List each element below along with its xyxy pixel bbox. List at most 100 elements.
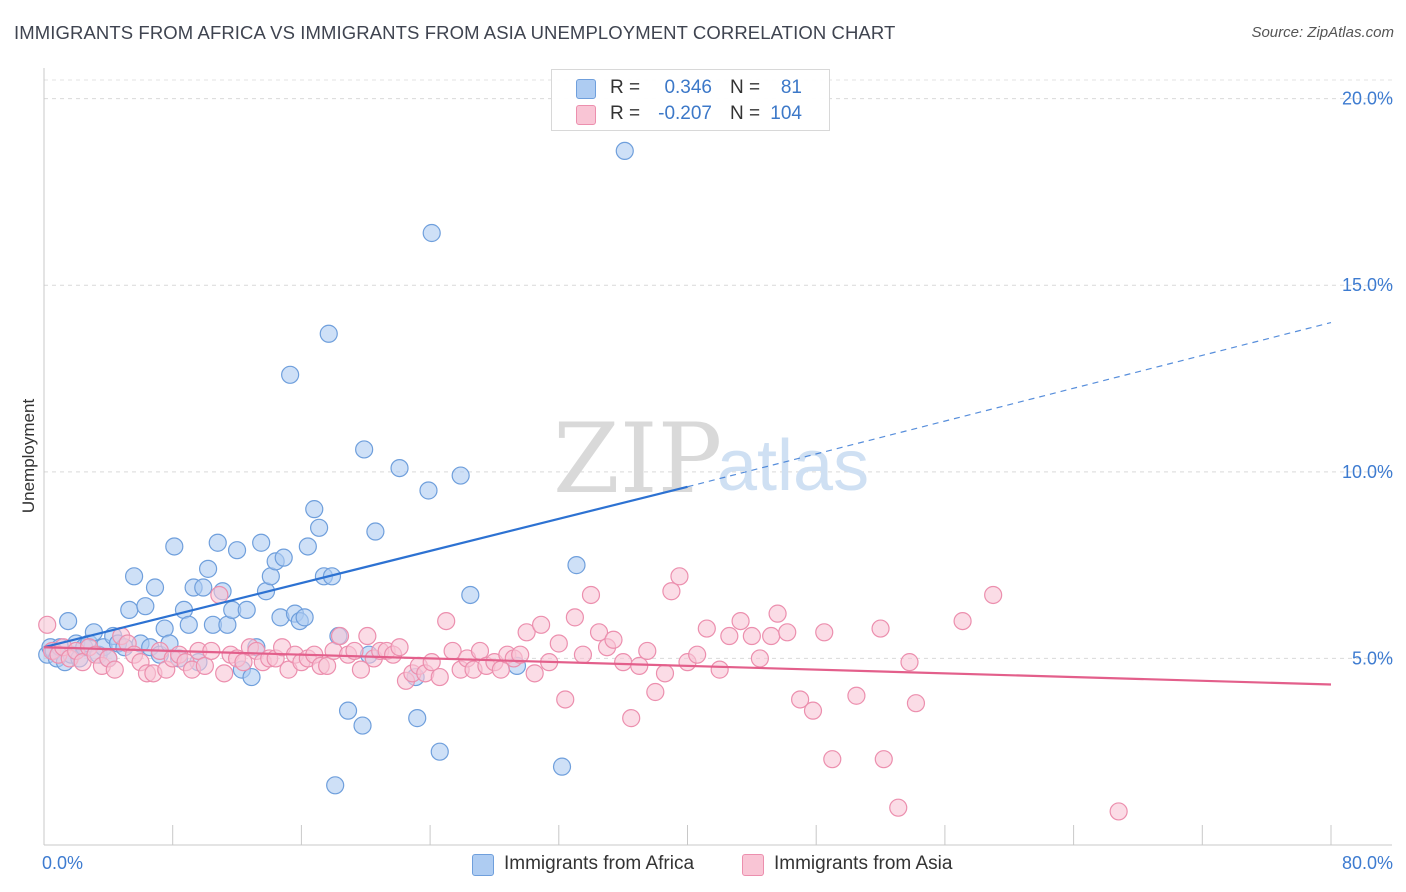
- africa-point: [390, 458, 409, 478]
- asia-point: [422, 653, 441, 672]
- africa-point: [408, 709, 427, 728]
- asia-point: [511, 645, 530, 664]
- asia-point: [565, 608, 584, 627]
- asia-point: [953, 611, 972, 631]
- asia-point: [556, 690, 575, 709]
- africa-point: [179, 615, 198, 634]
- axes: [43, 68, 1392, 846]
- asia-point: [532, 615, 551, 634]
- africa-point: [430, 742, 449, 761]
- asia-point: [549, 634, 568, 653]
- africa-point: [451, 466, 470, 485]
- africa-trend-line: [43, 485, 688, 649]
- asia-point: [871, 619, 890, 638]
- africa-point: [198, 559, 218, 578]
- asia-point: [900, 653, 919, 672]
- asia-point: [847, 686, 866, 705]
- y-tick-label: 10.0%: [1342, 462, 1393, 482]
- africa-point: [298, 537, 317, 556]
- asia-point: [573, 645, 593, 664]
- asia-point: [638, 641, 657, 661]
- africa-point: [208, 533, 227, 552]
- series-africa-points: [38, 141, 634, 795]
- legend-n-value: 104: [770, 103, 802, 124]
- asia-point: [390, 638, 409, 657]
- africa-point: [552, 757, 572, 776]
- africa-point: [419, 481, 438, 500]
- africa-point: [59, 611, 78, 631]
- africa-point: [242, 667, 261, 687]
- legend-swatch-africa: [576, 79, 596, 99]
- asia-point: [604, 630, 623, 649]
- asia-point: [215, 664, 234, 683]
- asia-point: [742, 626, 761, 646]
- series-asia-points: [38, 567, 1128, 821]
- africa-point: [567, 556, 586, 575]
- asia-point: [581, 585, 601, 605]
- legend-label-asia: Immigrants from Asia: [774, 853, 953, 874]
- asia-point: [889, 798, 908, 817]
- asia-point: [351, 660, 371, 679]
- legend-row-africa: R = 0.346 N = 81: [552, 76, 829, 102]
- asia-point: [614, 653, 633, 672]
- series-legend: Immigrants from Africa Immigrants from A…: [0, 852, 1406, 878]
- legend-n-label: N =: [730, 77, 761, 98]
- legend-swatch-asia: [576, 105, 596, 125]
- africa-point: [422, 223, 441, 243]
- africa-point: [274, 548, 293, 567]
- asia-point: [720, 626, 739, 646]
- legend-label-africa: Immigrants from Africa: [504, 853, 695, 874]
- legend-swatch-africa: [472, 854, 494, 876]
- trend-lines: [43, 321, 1332, 686]
- asia-point: [517, 623, 536, 642]
- africa-trend-extension: [687, 321, 1332, 488]
- asia-point: [906, 694, 926, 713]
- source-label: Source: ZipAtlas.com: [1251, 24, 1394, 41]
- y-tick-label: 20.0%: [1342, 89, 1393, 109]
- asia-point: [105, 660, 124, 679]
- africa-point: [194, 578, 213, 597]
- asia-point: [688, 645, 707, 664]
- watermark-zip: ZIP: [553, 403, 722, 515]
- asia-point: [670, 567, 689, 586]
- africa-point: [145, 578, 165, 597]
- asia-point: [622, 709, 641, 728]
- x-tick-label: 80.0%: [1342, 853, 1393, 873]
- africa-point: [165, 537, 184, 556]
- x-tick-label: 0.0%: [42, 853, 83, 873]
- asia-point: [437, 611, 456, 631]
- africa-point: [281, 365, 300, 384]
- asia-point: [803, 701, 823, 720]
- asia-trend-line: [43, 646, 1332, 686]
- asia-point: [768, 604, 787, 623]
- asia-point: [874, 750, 893, 769]
- legend-n-label: N =: [730, 103, 761, 124]
- legend-r-label: R =: [610, 103, 641, 124]
- africa-point: [120, 600, 139, 620]
- chart-title: IMMIGRANTS FROM AFRICA VS IMMIGRANTS FRO…: [14, 22, 896, 43]
- gridlines: [44, 79, 1392, 659]
- y-tick-label: 15.0%: [1342, 275, 1393, 295]
- legend-row-asia: R = -0.207 N = 104: [552, 102, 829, 128]
- africa-point: [309, 518, 329, 537]
- asia-point: [38, 615, 57, 634]
- asia-point: [750, 649, 769, 668]
- africa-point: [305, 500, 324, 519]
- asia-point: [655, 664, 675, 683]
- asia-point: [525, 664, 544, 683]
- legend-swatch-asia: [742, 854, 764, 876]
- africa-point: [461, 585, 480, 605]
- asia-point: [589, 623, 609, 642]
- asia-point: [778, 623, 797, 642]
- asia-point: [815, 623, 834, 642]
- africa-point: [319, 324, 338, 343]
- y-axis-label: Unemployment: [19, 399, 38, 514]
- asia-point: [430, 667, 449, 687]
- africa-point: [615, 141, 634, 161]
- africa-point: [227, 541, 247, 560]
- africa-point: [353, 716, 372, 735]
- asia-point: [358, 626, 377, 646]
- africa-point: [124, 567, 144, 586]
- legend-r-value: -0.207: [658, 103, 712, 124]
